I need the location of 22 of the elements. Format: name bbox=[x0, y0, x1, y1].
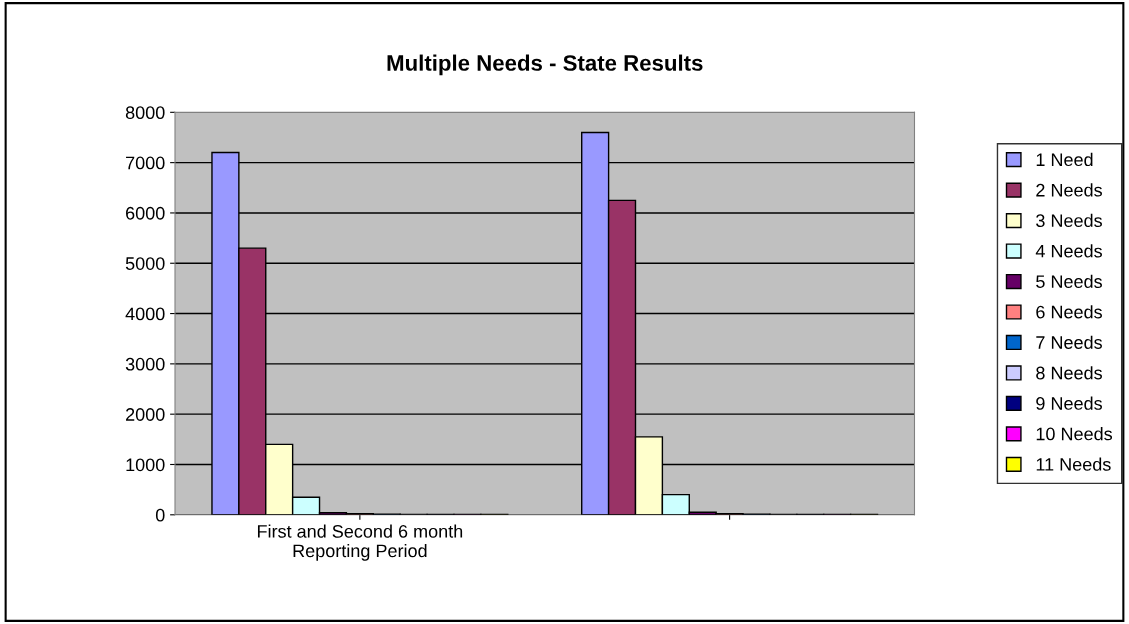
legend-label: 3 Needs bbox=[1036, 213, 1102, 228]
y-tick-label: 2000 bbox=[126, 408, 165, 421]
legend-label: 6 Needs bbox=[1036, 305, 1102, 319]
legend-label: 8 Needs bbox=[1036, 366, 1102, 380]
legend-label: 9 Needs bbox=[1036, 396, 1102, 410]
legend-label: 4 Needs bbox=[1035, 244, 1102, 258]
legend-label: 11 Needs bbox=[1036, 457, 1111, 471]
y-tick-label: 7000 bbox=[126, 156, 165, 170]
y-tick-label: 1000 bbox=[126, 458, 165, 472]
legend-label: 1 Need bbox=[1036, 152, 1093, 167]
legend-label: 2 Needs bbox=[1036, 183, 1102, 197]
y-tick-label: 8000 bbox=[125, 106, 165, 120]
y-tick-label: 4000 bbox=[125, 307, 165, 321]
y-tick-label: 3000 bbox=[125, 357, 165, 371]
legend-label: 5 Needs bbox=[1036, 274, 1102, 288]
legend-label: 7 Needs bbox=[1036, 335, 1102, 349]
chart-title: Multiple Needs - State Results bbox=[387, 54, 703, 76]
x-tick-label: First and Second 6 month Reporting Period bbox=[257, 524, 463, 561]
legend-label: 10 Needs bbox=[1036, 427, 1113, 441]
y-tick-label: 6000 bbox=[126, 206, 165, 220]
y-tick-label: 5000 bbox=[125, 257, 165, 270]
y-tick-label: 0 bbox=[155, 508, 165, 522]
